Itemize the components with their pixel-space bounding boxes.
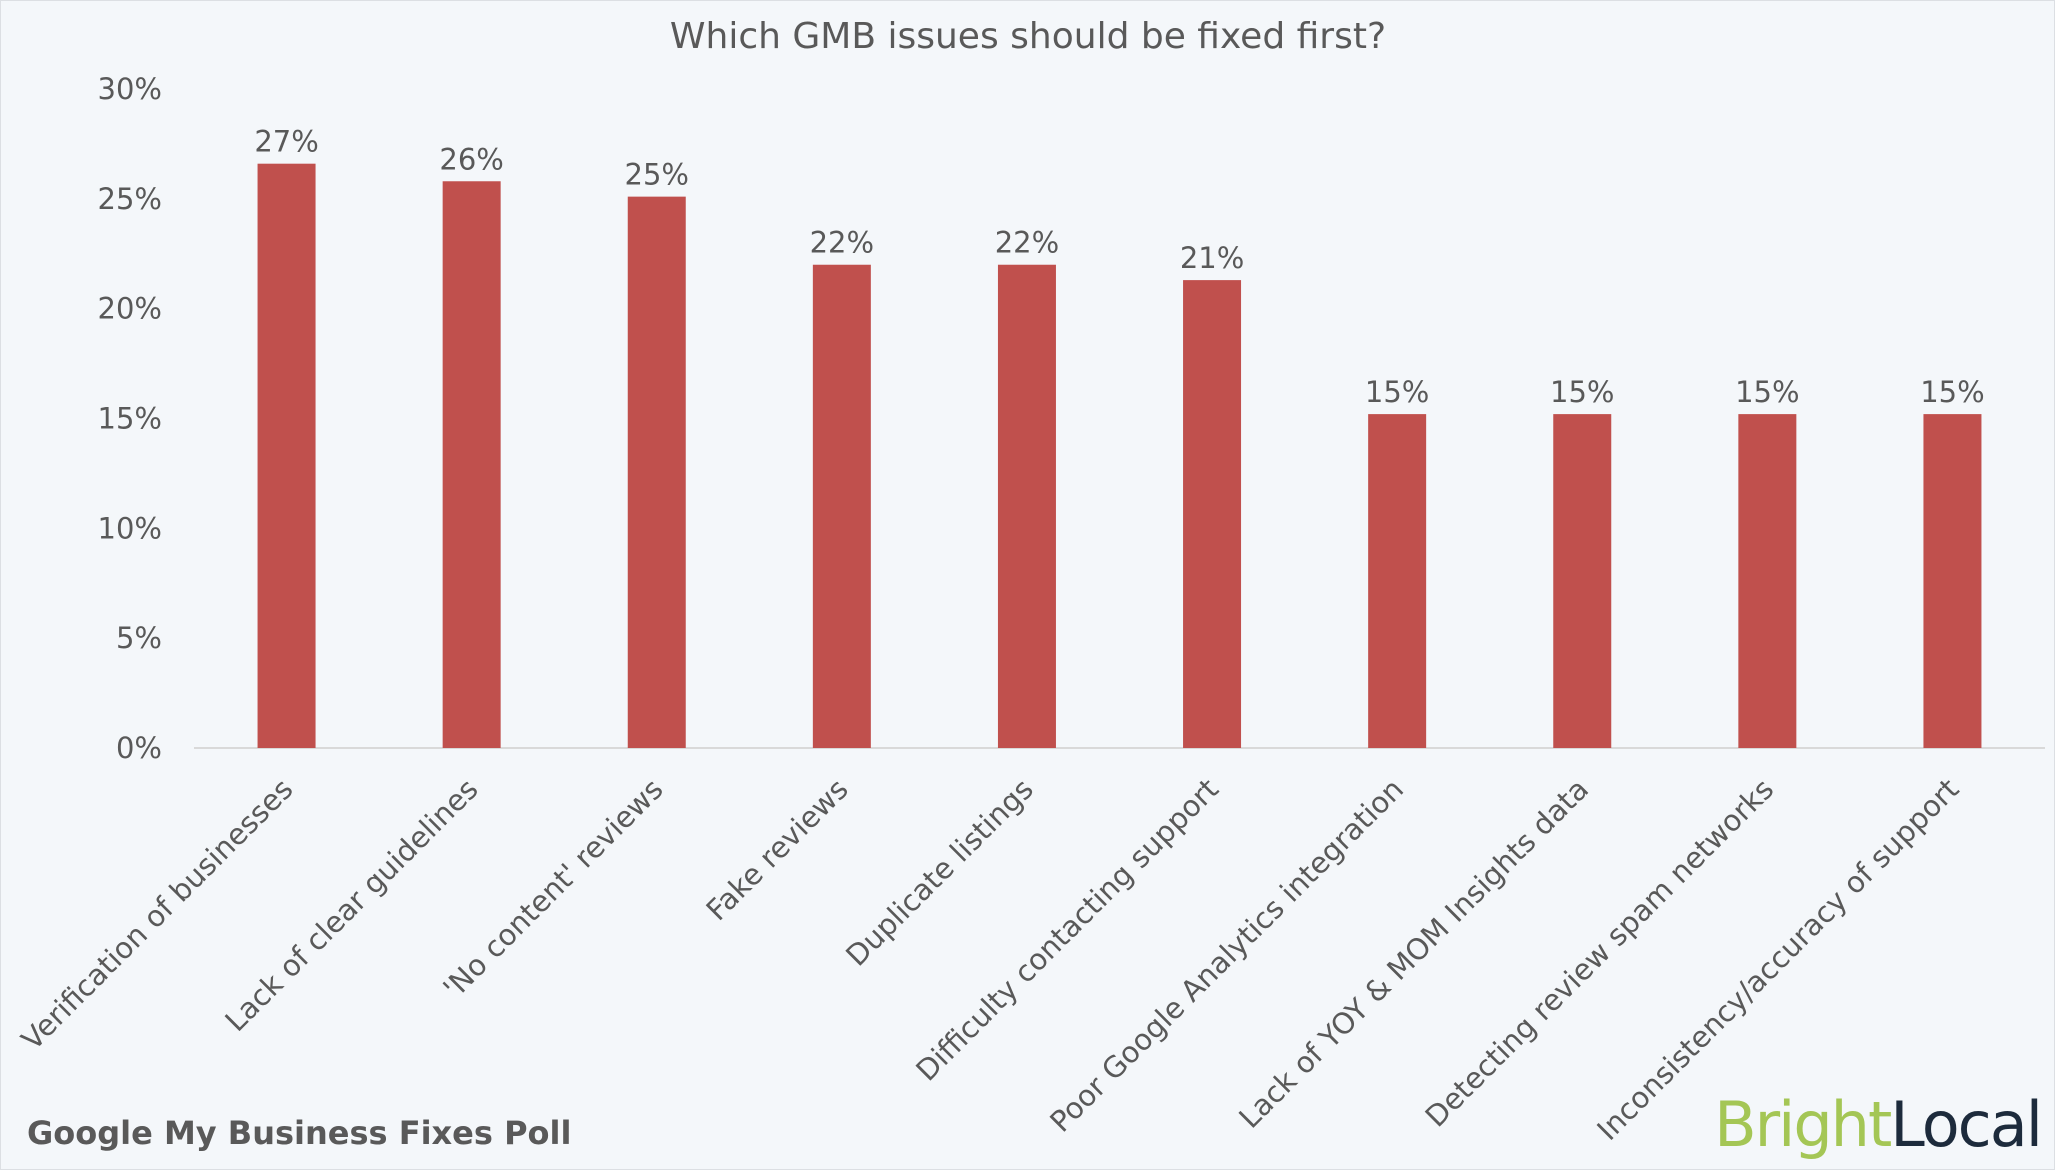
footer-caption: Google My Business Fixes Poll — [27, 1114, 571, 1152]
y-tick-label: 5% — [116, 621, 162, 655]
logo-local: Local — [1890, 1088, 2041, 1161]
bar — [997, 264, 1056, 748]
y-tick-label: 20% — [98, 292, 162, 326]
x-tick-label: Lack of YOY & MOM Insights data — [1232, 772, 1595, 1135]
svg-text:BrightLocal: BrightLocal — [1714, 1088, 2041, 1161]
x-tick-label: Duplicate listings — [839, 772, 1040, 973]
bar — [1553, 414, 1612, 748]
y-tick-label: 25% — [98, 182, 162, 216]
bar — [627, 196, 686, 749]
data-label: 15% — [1550, 375, 1614, 409]
data-label: 27% — [254, 125, 318, 159]
data-label: 21% — [1180, 241, 1244, 275]
logo-bright: Bright — [1714, 1088, 1891, 1161]
bar — [1923, 414, 1982, 748]
chart-title: Which GMB issues should be fixed first? — [670, 16, 1386, 57]
bar — [442, 181, 501, 748]
x-tick-label: Poor Google Analytics integration — [1043, 772, 1410, 1139]
bar — [1183, 280, 1242, 748]
data-label: 15% — [1920, 375, 1984, 409]
y-tick-label: 0% — [116, 731, 162, 765]
data-label: 15% — [1365, 375, 1429, 409]
bar — [1738, 414, 1797, 748]
x-tick-label: Fake reviews — [699, 772, 854, 927]
y-tick-label: 30% — [98, 72, 162, 106]
data-label: 25% — [625, 158, 689, 192]
bars: 27% 26% 25% 22% 22% 21% 15% 15% 15% 15% — [254, 125, 1985, 749]
data-label: 15% — [1735, 375, 1799, 409]
data-label: 26% — [439, 142, 503, 176]
bar — [257, 163, 316, 749]
bar — [812, 264, 871, 748]
bar — [1368, 414, 1427, 748]
brightlocal-logo: BrightLocal — [1714, 1088, 2043, 1161]
x-tick-label: Difficulty contacting support — [909, 772, 1225, 1088]
y-tick-label: 15% — [98, 402, 162, 436]
y-axis: 0% 5% 10% 15% 20% 25% 30% — [98, 72, 162, 765]
y-tick-label: 10% — [98, 511, 162, 545]
x-tick-label: Detecting review spam networks — [1419, 772, 1781, 1134]
data-label: 22% — [810, 226, 874, 260]
data-label: 22% — [995, 226, 1059, 260]
